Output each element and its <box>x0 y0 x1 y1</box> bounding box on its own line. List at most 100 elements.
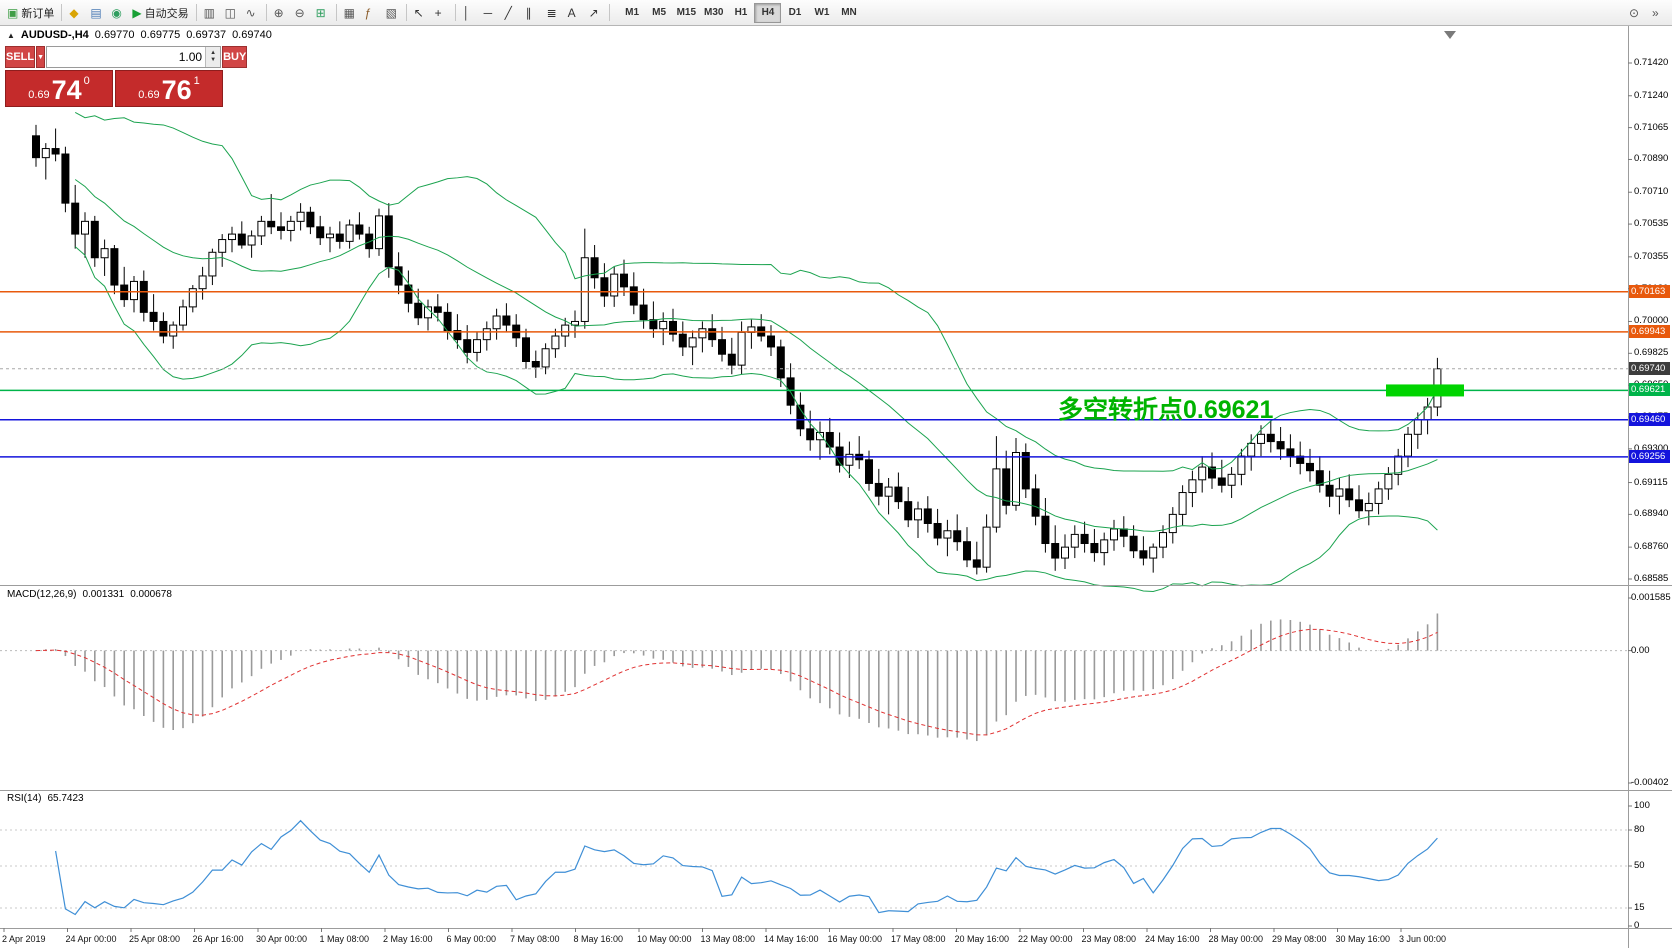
volume-input[interactable] <box>47 47 206 67</box>
zoom-out-button[interactable]: ⊖ <box>291 2 312 23</box>
price-axis-label: 0.69825 <box>1634 347 1669 359</box>
time-axis-label: 6 May 00:00 <box>446 934 497 944</box>
macd-indicator-header: MACD(12,26,9) 0.001331 0.000678 <box>5 589 174 600</box>
new-chart-icon-icon: ◆ <box>69 5 79 20</box>
volume-field: ▲ ▼ <box>46 46 222 68</box>
macd-signal-value: 0.000678 <box>130 589 172 600</box>
rsi-axis-label: 80 <box>1634 824 1645 835</box>
sell-button[interactable]: SELL <box>5 46 36 68</box>
price-axis-label: 0.68760 <box>1634 541 1669 553</box>
time-axis-label: 29 May 08:00 <box>1272 934 1327 944</box>
timeframe-m1[interactable]: M1 <box>619 3 646 23</box>
macd-axis-label: 0.001585 <box>1631 592 1671 603</box>
chart-shift-marker[interactable] <box>1444 31 1456 39</box>
buy-price-point: 1 <box>193 75 200 87</box>
buy-button[interactable]: BUY <box>222 46 248 68</box>
chart-symbol-period: AUDUSD-,H4 <box>20 29 89 41</box>
zoom-out-icon: ⊖ <box>294 5 305 20</box>
trendline-tool-icon: ╱ <box>504 5 512 20</box>
overflow-icon-button[interactable]: » <box>1648 2 1669 23</box>
order-options-dropdown[interactable]: ▼ <box>36 46 46 68</box>
volume-decrease-icon[interactable]: ▼ <box>210 57 217 63</box>
chart-candles-button[interactable]: ◫ <box>221 2 242 23</box>
toolbar-separator <box>195 4 197 21</box>
toolbar-separator <box>405 4 407 21</box>
toolbar-separator <box>335 4 337 21</box>
new-order-icon: ▣ <box>7 5 19 20</box>
time-axis-label: 2 Apr 2019 <box>2 934 46 944</box>
rsi-title: RSI(14) <box>7 793 42 804</box>
toolbar-right-group: ⊙» <box>1625 2 1669 23</box>
timeframe-m15[interactable]: M15 <box>673 3 700 23</box>
arrows-tool-button[interactable]: ↗ <box>585 2 606 23</box>
market-watch-icon-icon: ◉ <box>111 5 122 20</box>
time-axis-label: 28 May 00:00 <box>1208 934 1264 944</box>
oct-collapse-icon[interactable]: ▲ <box>7 30 15 40</box>
timeframe-m5[interactable]: M5 <box>646 3 673 23</box>
auto-arrange-button[interactable]: ▦ <box>340 2 361 23</box>
price-axis-label: 0.71420 <box>1634 57 1669 68</box>
autotrading-button[interactable]: ▶ 自动交易 <box>128 2 192 23</box>
autotrading-button-label: 自动交易 <box>144 7 189 20</box>
chart-candles-icon: ◫ <box>224 5 236 20</box>
market-watch-icon-button[interactable]: ◉ <box>107 2 128 23</box>
search-icon-button[interactable]: ⊙ <box>1625 2 1646 23</box>
cursor-button[interactable]: ↖ <box>410 2 431 23</box>
bar-low-value: 0.69737 <box>186 29 227 41</box>
buy-price-button[interactable]: 0.69 76 1 <box>115 70 223 107</box>
time-axis-label: 30 Apr 00:00 <box>256 934 308 944</box>
sell-price-prefix: 0.69 <box>28 89 50 101</box>
resistance-line-1-badge: 0.70163 <box>1629 284 1670 298</box>
bar-close-value: 0.69740 <box>232 29 272 41</box>
chart-bars-button[interactable]: ▥ <box>200 2 221 23</box>
pivot-highlight-rectangle[interactable] <box>1386 384 1464 397</box>
indicators-button[interactable]: ƒ <box>361 2 382 23</box>
time-axis-label: 24 Apr 00:00 <box>65 934 117 944</box>
autotrading-icon: ▶ <box>132 5 142 20</box>
trendline-tool-button[interactable]: ╱ <box>501 2 522 23</box>
one-click-trading-panel: SELL ▼ ▲ ▼ BUY 0.69 74 0 0.69 76 1 <box>5 46 248 107</box>
timeframe-h1[interactable]: H1 <box>727 3 754 23</box>
timeframe-mn[interactable]: MN <box>835 3 862 23</box>
volume-increase-icon[interactable]: ▲ <box>210 50 217 56</box>
text-tool-button[interactable]: A <box>564 2 585 23</box>
tile-windows-button[interactable]: ⊞ <box>312 2 333 23</box>
new-order-button[interactable]: ▣ 新订单 <box>3 2 58 23</box>
templates-button[interactable]: ▧ <box>382 2 403 23</box>
channel-tool-button[interactable]: ∥ <box>522 2 543 23</box>
sell-price-button[interactable]: 0.69 74 0 <box>5 70 113 107</box>
timeframe-m30[interactable]: M30 <box>700 3 727 23</box>
search-icon-icon: ⊙ <box>1629 5 1640 20</box>
rsi-axis-label: 0 <box>1634 920 1640 931</box>
chart-bars-icon: ▥ <box>203 5 215 20</box>
time-axis-label: 23 May 08:00 <box>1081 934 1137 944</box>
chart-line-button[interactable]: ∿ <box>242 2 263 23</box>
macd-signal-line <box>35 628 1438 736</box>
timeframe-h4[interactable]: H4 <box>754 2 782 23</box>
timeframe-d1[interactable]: D1 <box>781 3 808 23</box>
time-axis-label: 17 May 08:00 <box>891 934 946 944</box>
zoom-in-button[interactable]: ⊕ <box>270 2 291 23</box>
profiles-icon-button[interactable]: ▤ <box>86 2 107 23</box>
new-chart-icon-button[interactable]: ◆ <box>65 2 86 23</box>
pivot-annotation-text[interactable]: 多空转折点0.69621 <box>1058 396 1274 424</box>
sell-price-pips: 74 <box>51 75 82 105</box>
time-axis-label: 25 Apr 08:00 <box>129 934 181 944</box>
crosshair-button[interactable]: + <box>431 2 452 23</box>
hline-tool-icon: ─ <box>483 5 493 20</box>
templates-icon: ▧ <box>385 5 397 20</box>
vline-tool-button[interactable]: │ <box>459 2 480 23</box>
macd-main-value: 0.001331 <box>82 589 125 600</box>
cursor-icon: ↖ <box>413 5 424 20</box>
timeframe-w1[interactable]: W1 <box>808 3 835 23</box>
hline-tool-button[interactable]: ─ <box>480 2 501 23</box>
fibonacci-tool-button[interactable]: ≣ <box>543 2 564 23</box>
rsi-indicator-header: RSI(14) 65.7423 <box>5 793 86 804</box>
profiles-icon-icon: ▤ <box>90 5 102 20</box>
text-tool-icon: A <box>567 5 576 20</box>
price-axis-label: 0.70535 <box>1634 218 1669 230</box>
toolbar-separator <box>608 4 610 21</box>
